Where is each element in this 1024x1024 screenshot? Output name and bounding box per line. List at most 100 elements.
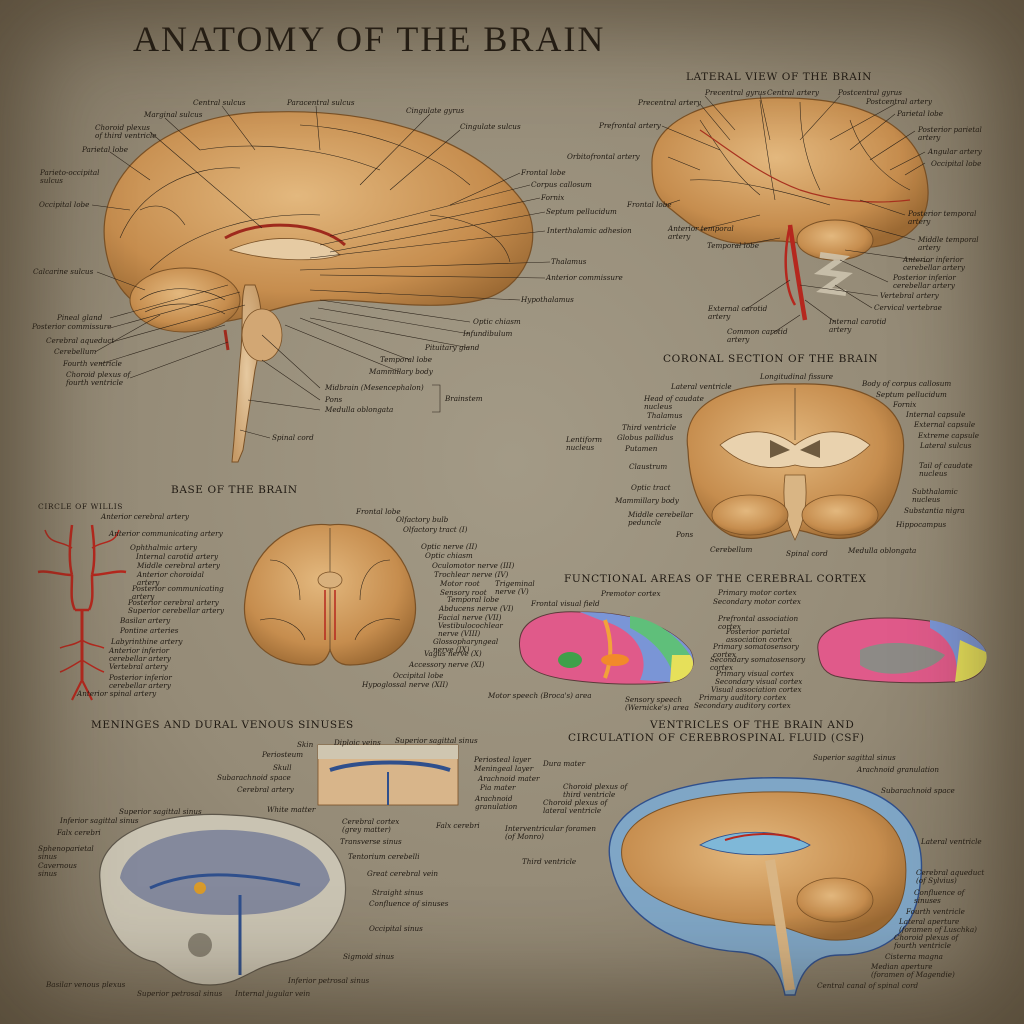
label: Anterior cerebral artery xyxy=(101,512,189,521)
label: sinuses xyxy=(914,896,941,905)
label: Subarachnoid space xyxy=(881,786,955,795)
functional-areas-illustration xyxy=(519,611,987,685)
label: Pia mater xyxy=(480,783,516,792)
label: Primary auditory cortex xyxy=(699,693,787,702)
label: Glossopharyngeal xyxy=(433,637,499,646)
label: artery xyxy=(727,335,750,344)
label: nucleus xyxy=(919,469,948,478)
label: Spinal cord xyxy=(786,549,828,558)
label: nerve (V) xyxy=(495,587,529,596)
label: Occipital sinus xyxy=(369,924,423,933)
label: Great cerebral vein xyxy=(367,869,439,878)
label: Posterior commissure xyxy=(32,322,112,331)
label: Postcentral artery xyxy=(866,97,932,106)
label: Lentiform xyxy=(566,435,603,444)
label: Lateral aperture xyxy=(899,917,960,926)
label: Lateral sulcus xyxy=(920,441,972,450)
label: Pineal gland xyxy=(57,313,103,322)
label: Confluence of sinuses xyxy=(369,899,449,908)
label: Frontal visual field xyxy=(531,599,600,608)
label: Central sulcus xyxy=(193,98,246,107)
section-title-base: BASE OF THE BRAIN xyxy=(171,484,298,496)
label: Primary visual cortex xyxy=(716,669,794,678)
label: Secondary auditory cortex xyxy=(694,701,791,710)
label: artery xyxy=(708,312,731,321)
label: Temporal lobe xyxy=(380,355,433,364)
label: Third ventricle xyxy=(522,857,577,866)
label: Common carotid xyxy=(727,327,788,336)
section-title-meninges: MENINGES AND DURAL VENOUS SINUSES xyxy=(91,719,354,731)
label: Subarachnoid space xyxy=(217,773,291,782)
label: Body of corpus callosum xyxy=(862,379,952,388)
label: Parietal lobe xyxy=(82,145,129,154)
label: Arachnoid xyxy=(475,794,513,803)
poster-title: ANATOMY OF THE BRAIN xyxy=(133,19,606,59)
label: cerebellar artery xyxy=(109,654,171,663)
label: Parieto-occipital xyxy=(40,168,100,177)
label: cerebellar artery xyxy=(893,281,955,290)
label: Labyrinthine artery xyxy=(111,637,183,646)
label: Precentral artery xyxy=(638,98,701,107)
label: Anterior inferior xyxy=(109,646,170,655)
label: (of Sylvius) xyxy=(916,876,957,885)
label: Angular artery xyxy=(928,147,982,156)
label: Cerebral aqueduct xyxy=(916,868,985,877)
label: Frontal lobe xyxy=(356,507,401,516)
label: Substantia nigra xyxy=(904,506,965,515)
label: Facial nerve (VII) xyxy=(438,613,502,622)
label: nucleus xyxy=(912,495,941,504)
label: Fornix xyxy=(893,400,917,409)
label: Meningeal layer xyxy=(474,764,534,773)
label: Falx cerebri xyxy=(436,821,480,830)
label: Choroid plexus of xyxy=(66,370,131,379)
label: Subthalamic xyxy=(912,487,958,496)
label: artery xyxy=(918,243,941,252)
label: Posterior parietal xyxy=(918,125,982,134)
label: Temporal lobe xyxy=(707,241,760,250)
label: Vertebral artery xyxy=(109,662,168,671)
label: Longitudinal fissure xyxy=(760,372,834,381)
label: Sensory speech xyxy=(625,695,683,704)
label: Sigmoid sinus xyxy=(343,952,395,961)
label: Fourth ventricle xyxy=(906,907,965,916)
label: Posterior temporal xyxy=(908,209,977,218)
label: fourth ventricle xyxy=(894,941,951,950)
label: Central artery xyxy=(767,88,819,97)
label: Postcentral gyrus xyxy=(838,88,902,97)
label: association cortex xyxy=(726,635,793,644)
label: Anterior temporal xyxy=(668,224,734,233)
label: Paracentral sulcus xyxy=(287,98,355,107)
label: Internal jugular vein xyxy=(235,989,311,998)
label: Optic chiasm xyxy=(473,317,521,326)
label: Superior sagittal sinus xyxy=(395,736,478,745)
label: Hypoglossal nerve (XII) xyxy=(362,680,449,689)
sagittal-leader-lines xyxy=(91,105,551,439)
label: sulcus xyxy=(40,176,63,185)
label: Posterior inferior xyxy=(109,673,172,682)
label: Pons xyxy=(676,530,694,539)
label: Calcarine sulcus xyxy=(33,267,94,276)
label: Vertebral artery xyxy=(880,291,939,300)
label: artery xyxy=(829,325,852,334)
meninges-illustration xyxy=(317,744,459,806)
label: Extreme capsule xyxy=(918,431,980,440)
label: Transverse sinus xyxy=(340,837,402,846)
label: artery xyxy=(918,133,941,142)
label: Falx cerebri xyxy=(57,828,101,837)
label: Infundibulum xyxy=(463,329,513,338)
label: Spinal cord xyxy=(272,433,314,442)
label: Trochlear nerve (IV) xyxy=(434,570,509,579)
label: Septum pellucidum xyxy=(876,390,947,399)
label: cortex xyxy=(718,622,741,631)
label: Claustrum xyxy=(629,462,668,471)
label: Optic chiasm xyxy=(425,551,473,560)
label: Straight sinus xyxy=(372,888,424,897)
label: cerebellar artery xyxy=(903,263,965,272)
label: Cerebellum xyxy=(710,545,753,554)
label: artery xyxy=(668,232,691,241)
section-title-lateral: LATERAL VIEW OF THE BRAIN xyxy=(686,71,872,83)
label: Posterior parietal xyxy=(726,627,790,636)
section-title-ventricles-2: CIRCULATION OF CEREBROSPINAL FLUID (CSF) xyxy=(568,732,865,744)
label: Trigeminal xyxy=(495,579,535,588)
